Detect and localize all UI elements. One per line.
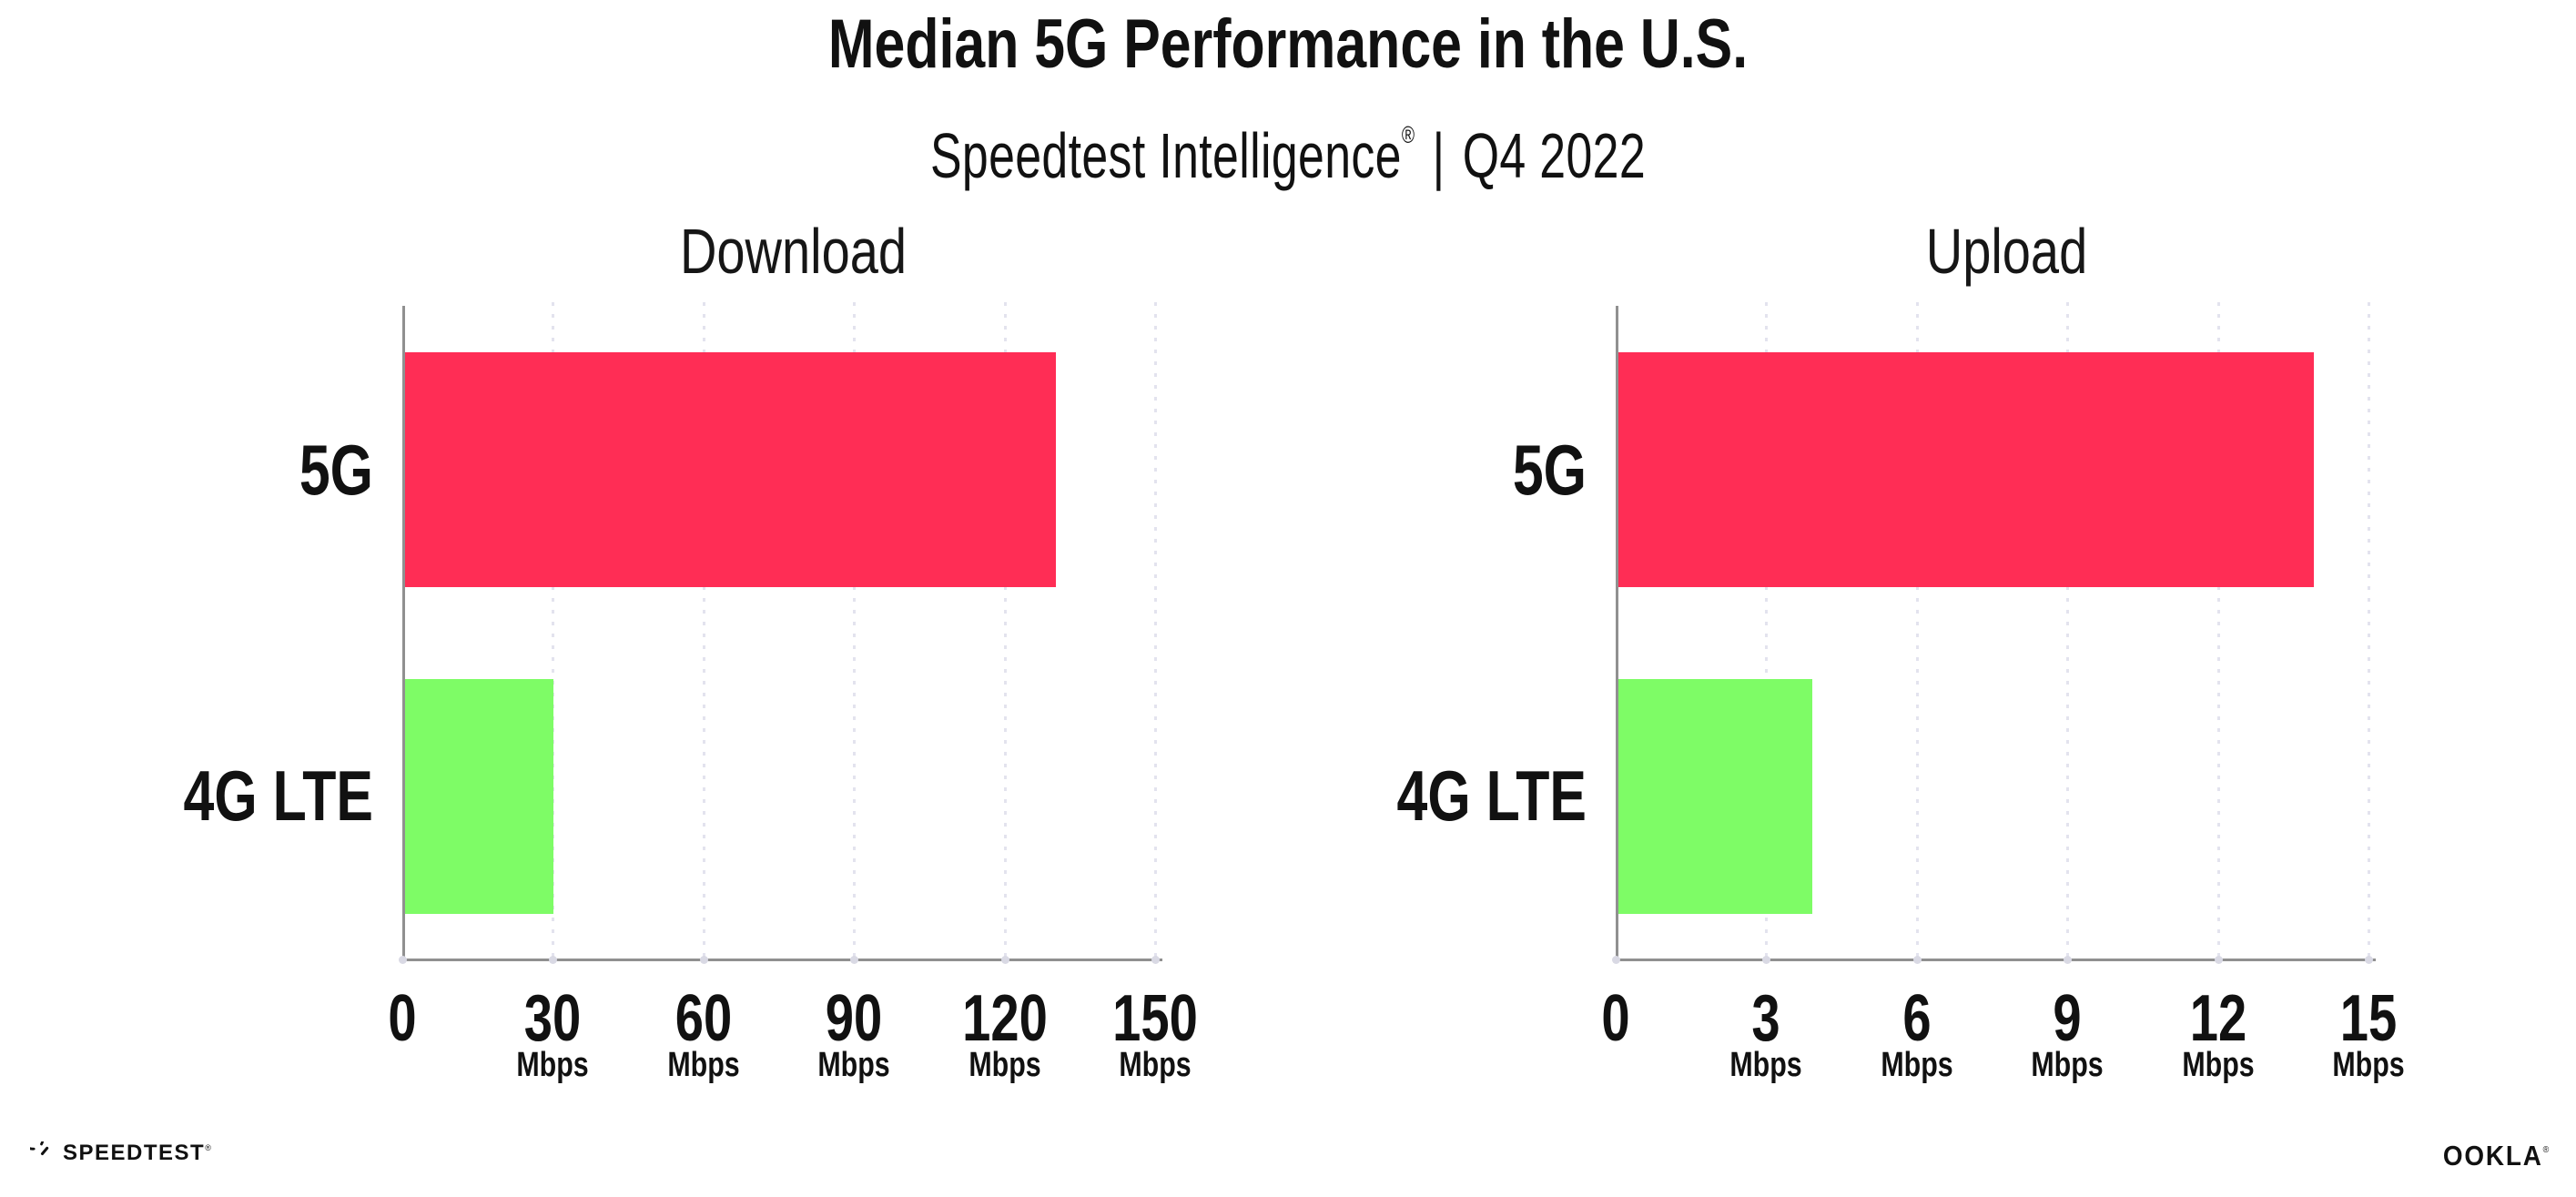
chart-download-tick-dot-60 [700, 956, 708, 964]
chart-upload-gridline-9 [2066, 302, 2069, 957]
chart-download-gridline-60 [703, 302, 705, 957]
chart-upload-gridline-3 [1765, 302, 1768, 957]
chart-download-tick-label-120: 120 [962, 982, 1048, 1055]
chart-download-tick-unit-label-60: Mbps [667, 1046, 740, 1084]
chart-upload-bar-5g [1618, 352, 2314, 587]
chart-download-bar-5g [405, 352, 1056, 587]
chart-download-tick-label-150: 150 [1112, 982, 1198, 1055]
chart-download-category-label-5g: 5G [299, 430, 373, 510]
chart-download-tick-label-0: 0 [388, 982, 417, 1055]
chart-upload-tick-dot-9 [2064, 956, 2072, 964]
subtitle-divider: | [1432, 120, 1445, 191]
chart-upload-gridline-15 [2368, 302, 2370, 957]
chart-download-gridline-120 [1004, 302, 1007, 957]
subtitle-brand: Speedtest Intelligence [929, 120, 1402, 191]
chart-upload-tick-unit-label-9: Mbps [2031, 1046, 2104, 1084]
chart-download-tick-label-30: 30 [523, 982, 582, 1055]
chart-upload-tick-label-6: 6 [1902, 982, 1932, 1055]
chart-upload-y-axis-line [1616, 306, 1618, 961]
chart-upload-tick-dot-0 [1612, 956, 1620, 964]
chart-upload-tick-dot-6 [1913, 956, 1922, 964]
chart-upload-plot-area [1612, 302, 2376, 964]
chart-download-tick-unit-label-150: Mbps [1119, 1046, 1192, 1084]
chart-download-gridline-150 [1154, 302, 1157, 957]
ookla-registered-mark: ® [2542, 1145, 2549, 1155]
chart-upload-x-axis-line [1616, 959, 2376, 961]
chart-download-gridline-90 [853, 302, 856, 957]
chart-download-tick-dot-150 [1151, 956, 1160, 964]
chart-download-y-axis-line [402, 306, 405, 961]
chart-download-tick-label-60: 60 [674, 982, 733, 1055]
chart-upload-gridline-12 [2217, 302, 2220, 957]
chart-upload-tick-dot-3 [1762, 956, 1770, 964]
registered-trademark-mark: ® [1401, 121, 1415, 148]
chart-download-tick-dot-90 [850, 956, 858, 964]
chart-upload-tick-dot-12 [2215, 956, 2223, 964]
chart-upload-tick-dot-15 [2365, 956, 2373, 964]
chart-download-tick-dot-120 [1001, 956, 1009, 964]
chart-upload-tick-unit-label-15: Mbps [2332, 1046, 2405, 1084]
chart-download-gridline-30 [552, 302, 554, 957]
page-title: Median 5G Performance in the U.S. [827, 5, 1749, 83]
speedtest-logo: SPEEDTEST® [30, 1138, 211, 1169]
chart-upload-category-label-5g: 5G [1512, 430, 1587, 510]
ookla-logo: OOKLA® [2431, 1140, 2549, 1172]
subtitle-period: Q4 2022 [1462, 120, 1647, 191]
chart-download-bar-4g-lte [405, 679, 553, 914]
chart-upload-tick-label-15: 15 [2339, 982, 2398, 1055]
chart-download-tick-unit-label-30: Mbps [516, 1046, 589, 1084]
chart-download-tick-dot-30 [549, 956, 557, 964]
speedtest-registered-mark: ® [205, 1143, 211, 1152]
speedtest-wordmark: SPEEDTEST® [63, 1141, 211, 1165]
chart-download-x-axis-line [402, 959, 1162, 961]
chart-upload-tick-unit-label-12: Mbps [2182, 1046, 2255, 1084]
chart-download-tick-unit-label-90: Mbps [817, 1046, 890, 1084]
chart-download-plot-area [399, 302, 1162, 964]
chart-upload-tick-label-9: 9 [2053, 982, 2082, 1055]
chart-upload-tick-unit-label-3: Mbps [1729, 1046, 1802, 1084]
chart-download-tick-unit-label-120: Mbps [969, 1046, 1041, 1084]
chart-upload-title: Upload [1925, 216, 2088, 287]
chart-download-tick-label-90: 90 [825, 982, 883, 1055]
chart-upload-tick-label-12: 12 [2189, 982, 2247, 1055]
chart-download-tick-dot-0 [399, 956, 407, 964]
ookla-wordmark: OOKLA® [2442, 1140, 2549, 1172]
speedtest-gauge-icon [30, 1141, 49, 1155]
page-subtitle: Speedtest Intelligence® | Q4 2022 [335, 89, 2241, 201]
chart-download-title: Download [679, 216, 908, 287]
chart-upload-tick-label-3: 3 [1751, 982, 1780, 1055]
chart-upload-bar-4g-lte [1618, 679, 1812, 914]
chart-upload-gridline-6 [1916, 302, 1919, 957]
chart-upload-tick-unit-label-6: Mbps [1881, 1046, 1953, 1084]
chart-upload-tick-label-0: 0 [1601, 982, 1630, 1055]
chart-upload-category-label-4g-lte: 4G LTE [1396, 756, 1587, 836]
chart-download-category-label-4g-lte: 4G LTE [183, 756, 373, 836]
